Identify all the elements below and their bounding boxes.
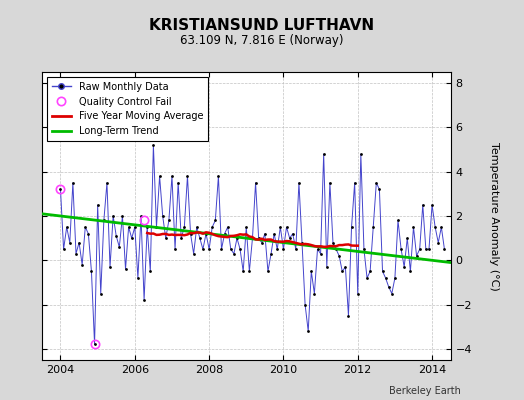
Text: KRISTIANSUND LUFTHAVN: KRISTIANSUND LUFTHAVN — [149, 18, 375, 33]
Y-axis label: Temperature Anomaly (°C): Temperature Anomaly (°C) — [489, 142, 499, 290]
Legend: Raw Monthly Data, Quality Control Fail, Five Year Moving Average, Long-Term Tren: Raw Monthly Data, Quality Control Fail, … — [47, 77, 208, 141]
Text: 63.109 N, 7.816 E (Norway): 63.109 N, 7.816 E (Norway) — [180, 34, 344, 47]
Text: Berkeley Earth: Berkeley Earth — [389, 386, 461, 396]
